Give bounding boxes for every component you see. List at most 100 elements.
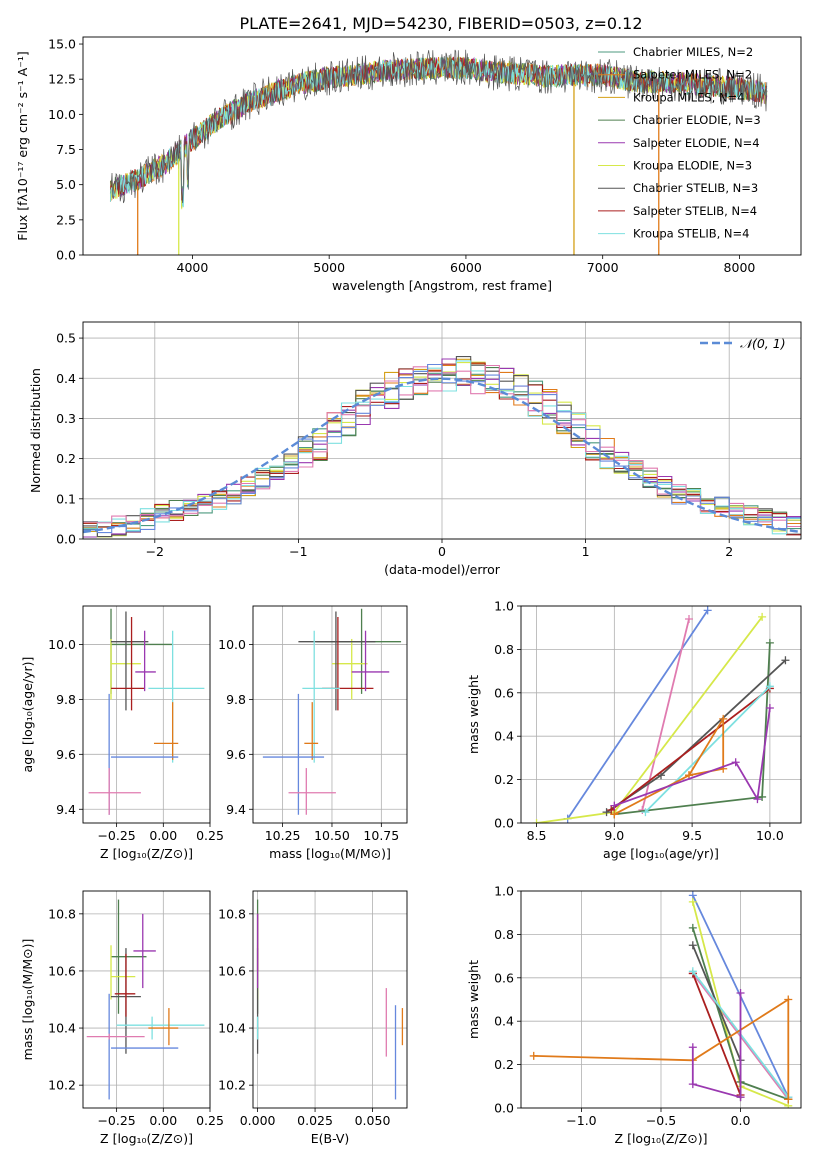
x-tick-label: 0.00: [149, 1113, 177, 1128]
y-tick-label: 9.4: [226, 802, 246, 817]
x-axis-label: mass [log₁₀(M/M⊙)]: [269, 846, 391, 861]
y-tick-label: 10.6: [218, 963, 246, 978]
plot-area: [83, 356, 801, 538]
x-tick-label: 9.5: [682, 828, 702, 843]
y-tick-label: 10.6: [48, 963, 76, 978]
y-tick-label: 0.3: [56, 411, 76, 426]
y-tick-label: 9.6: [56, 747, 76, 762]
weight-marker: [688, 1043, 697, 1052]
plot-area: [88, 608, 205, 815]
axes-frame: [252, 605, 408, 824]
weight-marker: [765, 703, 774, 712]
x-tick-label: 7000: [587, 260, 619, 275]
y-axis-label: Normed distribution: [28, 368, 43, 493]
y-tick-label: 1.0: [494, 599, 514, 614]
chart-panel-4: 8.5 9.0 9.5 10.0 0.0 0.2 0.4 0.6 0.8 1.0 age [log₁…: [466, 599, 802, 861]
weight-marker: [610, 810, 619, 819]
x-tick-label: −0.25: [97, 828, 135, 843]
y-axis-label: age [log₁₀(age/yr)]: [20, 657, 35, 773]
y-tick-label: 0.4: [494, 1014, 514, 1029]
weight-marker: [781, 656, 790, 665]
x-axis-label: E(B-V): [311, 1131, 350, 1146]
axes-frame: [82, 605, 211, 824]
y-tick-label: 10.2: [48, 1078, 76, 1093]
x-tick-label: 0.25: [196, 828, 224, 843]
y-tick-label: 10.0: [48, 637, 76, 652]
weight-marker: [529, 1051, 538, 1060]
x-tick-label: 10.0: [756, 828, 784, 843]
weight-marker: [532, 819, 541, 823]
x-tick-label: 5000: [313, 260, 345, 275]
y-tick-label: 15.0: [48, 37, 76, 52]
x-tick-label: 0.0: [731, 1113, 751, 1128]
weight-line: [691, 973, 742, 1096]
legend-label: Salpeter STELIB, N=4: [633, 204, 757, 218]
y-tick-label: 0.5: [56, 331, 76, 346]
y-tick-label: 10.0: [48, 107, 76, 122]
x-tick-label: 8000: [724, 260, 756, 275]
weight-marker: [784, 995, 793, 1004]
x-tick-label: 8.5: [527, 828, 547, 843]
legend-label: Kroupa ELODIE, N=3: [633, 159, 752, 173]
axes-frame: [520, 890, 802, 1109]
y-tick-label: 0.8: [494, 642, 514, 657]
y-tick-label: 9.8: [56, 692, 76, 707]
weight-marker: [703, 606, 712, 615]
chart-panel-5: −0.25 0.00 0.25 10.2 10.4 10.6 10.8 Z [log₁₀(Z/…: [20, 890, 224, 1146]
chart-panel-3: 10.25 10.50 10.75 9.4 9.6 9.8 10.0 mass [log₁₀(…: [218, 605, 408, 861]
y-tick-label: 0.8: [494, 927, 514, 942]
x-axis-label: age [log₁₀(age/yr)]: [603, 846, 719, 861]
weight-marker: [688, 897, 697, 906]
y-tick-label: 10.4: [48, 1021, 76, 1036]
x-tick-label: 10.25: [265, 828, 301, 843]
histogram-step: [83, 363, 801, 534]
x-tick-label: 9.0: [604, 828, 624, 843]
y-tick-label: 0.6: [494, 685, 514, 700]
y-tick-label: 0.0: [56, 532, 76, 547]
y-tick-label: 2.5: [56, 212, 76, 227]
y-tick-label: 0.6: [494, 970, 514, 985]
legend: Chabrier MILES, N=2 Salpeter MILES, N=2 Kr…: [598, 45, 761, 241]
chart-title: PLATE=2641, MJD=54230, FIBERID=0503, z=0…: [239, 14, 642, 33]
axes-frame: [520, 605, 802, 824]
y-tick-label: 0.4: [56, 371, 76, 386]
spectrum-line: [109, 56, 768, 201]
y-tick-label: 9.6: [226, 747, 246, 762]
plot-area: [532, 606, 790, 823]
y-tick-label: 0.0: [56, 248, 76, 263]
x-tick-label: 10.50: [314, 828, 350, 843]
y-tick-label: 0.1: [56, 491, 76, 506]
weight-marker: [602, 808, 611, 817]
weight-marker: [765, 638, 774, 647]
y-axis-label: mass weight: [466, 960, 481, 1039]
x-tick-label: 0.25: [196, 1113, 224, 1128]
legend-label: Salpeter ELODIE, N=4: [633, 136, 760, 150]
y-tick-label: 10.8: [218, 906, 246, 921]
axes-frame: [82, 890, 211, 1109]
y-axis-label: Flux [fλ10⁻¹⁷ erg cm⁻² s⁻¹ A⁻¹]: [15, 51, 30, 240]
normal-curve: [83, 377, 801, 534]
spectrum-line: [110, 49, 768, 204]
y-tick-label: 10.2: [218, 1078, 246, 1093]
x-tick-label: 0.00: [149, 828, 177, 843]
y-tick-label: 0.4: [494, 729, 514, 744]
y-tick-label: 10.0: [218, 637, 246, 652]
plot-area: [86, 899, 205, 1100]
legend-label: 𝒩(0, 1): [740, 336, 786, 351]
x-axis-label: wavelength [Angstrom, rest frame]: [332, 278, 552, 293]
chart-panel-2: −0.25 0.00 0.25 9.4 9.6 9.8 10.0 Z [log₁₀(Z/Z⊙)…: [20, 605, 224, 861]
y-tick-label: 5.0: [56, 177, 76, 192]
x-axis-label: Z [log₁₀(Z/Z⊙)]: [100, 846, 193, 861]
weight-marker: [688, 967, 697, 976]
plot-area: [256, 899, 404, 1100]
weight-line: [644, 685, 771, 813]
y-tick-label: 12.5: [48, 72, 76, 87]
legend: 𝒩(0, 1): [700, 336, 786, 351]
weight-line: [613, 707, 771, 807]
axes-frame: [82, 321, 802, 540]
y-tick-label: 9.8: [226, 692, 246, 707]
weight-marker: [719, 714, 728, 723]
weight-marker: [688, 923, 697, 932]
weight-line: [641, 618, 690, 811]
